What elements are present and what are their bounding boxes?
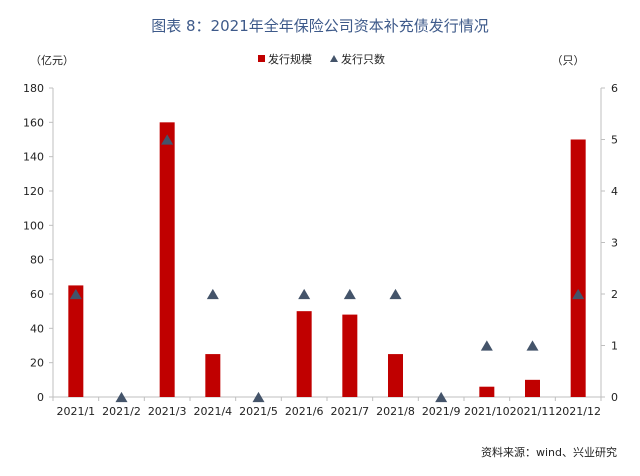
- triangle-marker: [526, 340, 539, 351]
- legend-triangle-label: 发行只数: [341, 52, 385, 66]
- source-note: 资料来源：wind、兴业研究: [481, 445, 617, 459]
- right-tick-label: 5: [611, 134, 618, 147]
- chart-title: 图表 8：2021年全年保险公司资本补充债发行情况: [151, 17, 489, 35]
- legend-triangle-swatch: [330, 55, 338, 62]
- left-axis-unit: （亿元）: [30, 54, 74, 67]
- axes: [49, 87, 605, 401]
- triangle-marker: [161, 134, 174, 145]
- x-tick-label: 2021/5: [239, 405, 278, 418]
- left-tick-label: 0: [37, 391, 44, 404]
- tick-labels: 0 20 40 60 80 100 120 140 160 180 0 1 2 3 4 5 6 2021/1 202…: [23, 82, 618, 418]
- x-tick-label: 2021/7: [330, 405, 369, 418]
- right-tick-label: 3: [611, 237, 618, 250]
- x-tick-label: 2021/6: [285, 405, 324, 418]
- x-tick-label: 2021/8: [376, 405, 415, 418]
- bar: [342, 314, 358, 397]
- x-tick-label: 2021/1: [56, 405, 95, 418]
- right-tick-label: 2: [611, 288, 618, 301]
- bar: [159, 122, 175, 397]
- x-tick-label: 2021/4: [193, 405, 232, 418]
- right-tick-label: 6: [611, 82, 618, 95]
- marker-series: [69, 134, 585, 403]
- bar: [570, 139, 586, 397]
- triangle-marker: [572, 288, 585, 300]
- triangle-marker: [343, 288, 356, 300]
- x-tick-label: 2021/12: [555, 405, 601, 418]
- triangle-marker: [206, 288, 219, 300]
- left-tick-label: 20: [30, 357, 44, 370]
- left-tick-label: 140: [23, 151, 44, 164]
- triangle-marker: [69, 288, 82, 300]
- bar: [296, 311, 312, 397]
- right-tick-label: 0: [611, 391, 618, 404]
- triangle-marker: [389, 288, 402, 300]
- x-tick-label: 2021/3: [148, 405, 187, 418]
- triangle-marker: [480, 340, 493, 351]
- triangle-marker: [252, 391, 265, 403]
- x-tick-label: 2021/2: [102, 405, 141, 418]
- legend: 发行规模 发行只数: [258, 52, 385, 66]
- left-tick-label: 160: [23, 116, 44, 129]
- bar: [205, 354, 221, 397]
- right-tick-label: 1: [611, 340, 618, 353]
- left-tick-label: 40: [30, 322, 44, 335]
- left-tick-label: 100: [23, 219, 44, 232]
- bar: [479, 386, 495, 397]
- right-axis-unit: （只）: [552, 54, 585, 67]
- legend-bar-swatch: [258, 55, 265, 62]
- left-tick-label: 60: [30, 288, 44, 301]
- x-tick-label: 2021/10: [464, 405, 510, 418]
- left-tick-label: 80: [30, 254, 44, 267]
- legend-bar-label: 发行规模: [268, 52, 312, 66]
- bar-series: [68, 122, 586, 397]
- triangle-marker: [115, 391, 128, 403]
- right-tick-label: 4: [611, 185, 618, 198]
- triangle-marker: [298, 288, 311, 300]
- left-tick-label: 120: [23, 185, 44, 198]
- bar: [388, 354, 403, 397]
- x-tick-label: 2021/9: [422, 405, 461, 418]
- bar: [525, 379, 540, 397]
- bar: [68, 285, 84, 397]
- triangle-marker: [435, 391, 448, 403]
- left-tick-label: 180: [23, 82, 44, 95]
- x-tick-label: 2021/11: [510, 405, 556, 418]
